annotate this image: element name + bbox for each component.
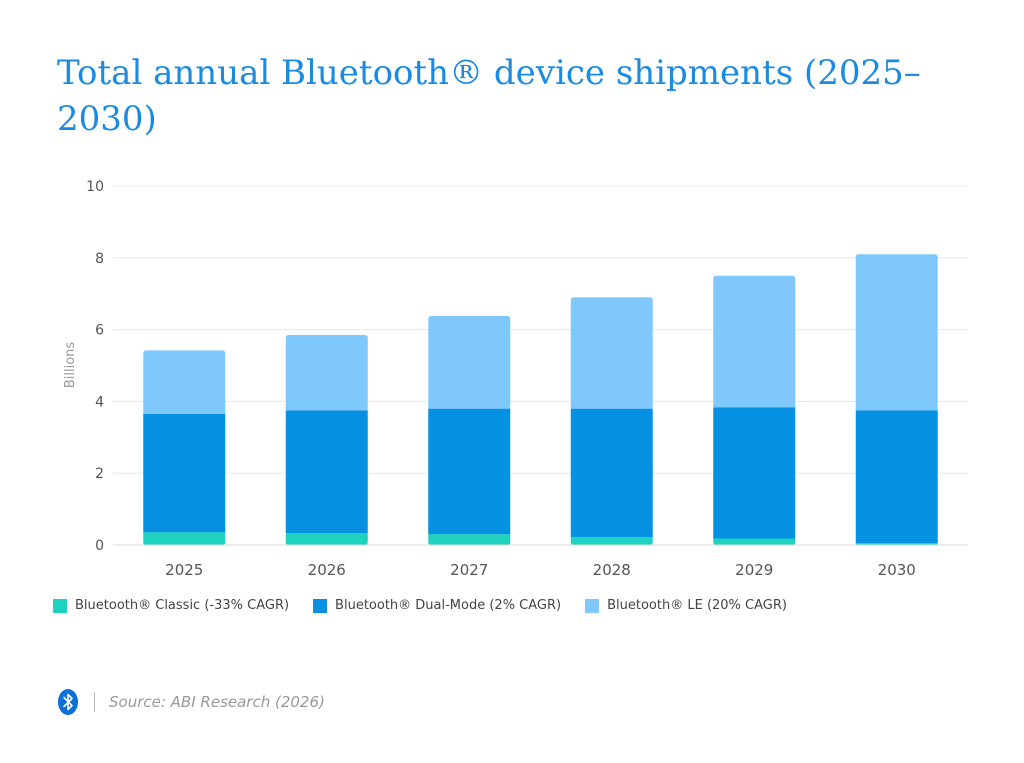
bar-dual-mode-2026 — [285, 410, 368, 534]
x-tick-label: 2028 — [593, 561, 631, 579]
legend: Bluetooth® Classic (-33% CAGR) Bluetooth… — [53, 598, 787, 613]
bar-dual-mode-2027 — [428, 408, 511, 535]
legend-label-dual-mode: Bluetooth® Dual-Mode (2% CAGR) — [335, 598, 562, 613]
legend-swatch-le — [585, 598, 600, 613]
legend-label-classic: Bluetooth® Classic (-33% CAGR) — [75, 598, 290, 613]
bar-dual-mode-2029 — [713, 407, 796, 539]
bars — [143, 254, 938, 545]
y-axis-ticks: 0 2 4 6 8 10 — [86, 179, 104, 554]
legend-item-dual-mode: Bluetooth® Dual-Mode (2% CAGR) — [313, 598, 561, 613]
page-title: Total annual Bluetooth® device shipments… — [57, 53, 921, 139]
bar-dual-mode-2030 — [855, 410, 938, 544]
legend-swatch-dual-mode — [313, 598, 328, 613]
bar-classic-2027 — [428, 534, 511, 545]
y-tick-label: 10 — [86, 179, 104, 195]
grid-lines — [113, 185, 968, 474]
bar-le-2030 — [855, 254, 938, 411]
bar-classic-2028 — [570, 537, 653, 545]
bar-classic-2026 — [285, 533, 368, 545]
y-tick-label: 6 — [95, 323, 104, 339]
x-tick-label: 2027 — [450, 561, 488, 579]
bar-dual-mode-2025 — [143, 413, 226, 533]
bar-le-2028 — [570, 297, 653, 409]
source-text: Source: ABI Research (2026) — [109, 693, 325, 711]
legend-item-classic: Bluetooth® Classic (-33% CAGR) — [53, 598, 289, 613]
legend-item-le: Bluetooth® LE (20% CAGR) — [585, 598, 787, 613]
legend-label-le: Bluetooth® LE (20% CAGR) — [607, 598, 787, 613]
y-tick-label: 4 — [95, 394, 104, 410]
y-tick-label: 8 — [95, 251, 104, 267]
footer: Source: ABI Research (2026) — [58, 689, 325, 715]
bar-classic-2025 — [143, 532, 226, 545]
stacked-bar-chart: 0 2 4 6 8 10 Billions 2025 2026 2027 2028 2029 203… — [63, 179, 968, 579]
x-axis-ticks: 2025 2026 2027 2028 2029 2030 — [165, 561, 916, 579]
bar-classic-2029 — [713, 538, 796, 545]
bar-le-2029 — [713, 275, 796, 408]
bar-dual-mode-2028 — [570, 408, 653, 538]
bar-le-2026 — [285, 334, 368, 411]
y-axis-label: Billions — [63, 342, 78, 389]
footer-separator — [94, 692, 95, 712]
bluetooth-icon — [58, 689, 78, 715]
x-tick-label: 2030 — [878, 561, 916, 579]
legend-swatch-classic — [53, 598, 67, 613]
y-tick-label: 2 — [95, 466, 104, 482]
x-tick-label: 2029 — [735, 561, 773, 579]
x-tick-label: 2025 — [165, 561, 203, 579]
bar-le-2027 — [428, 315, 511, 409]
bar-le-2025 — [143, 350, 226, 414]
y-tick-label: 0 — [95, 538, 104, 554]
x-tick-label: 2026 — [308, 561, 346, 579]
